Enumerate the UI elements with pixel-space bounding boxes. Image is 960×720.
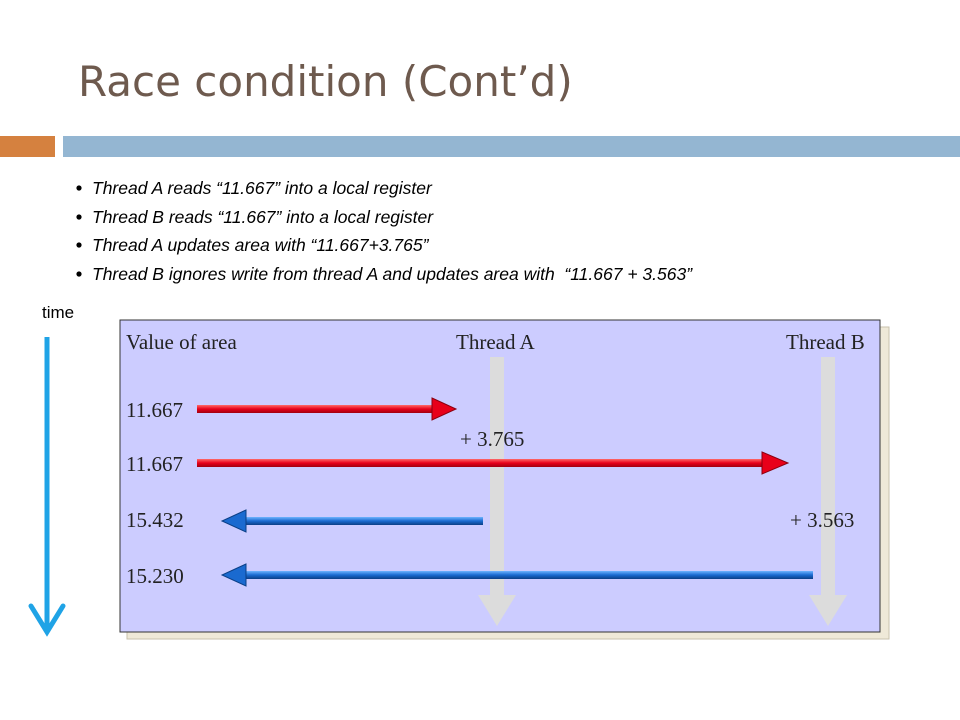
time-label: time (42, 303, 74, 322)
bullet-dot (76, 242, 82, 248)
increment-label: + 3.563 (790, 508, 854, 532)
thread-arrow (478, 357, 516, 626)
bullet-text: Thread A updates area with “11.667+3.765… (92, 235, 430, 255)
time-arrow (28, 337, 66, 637)
read-arrow (197, 397, 458, 421)
area-value: 11.667 (126, 398, 183, 422)
bullet-dot (76, 271, 82, 277)
area-value: 15.230 (126, 564, 184, 588)
read-arrow (197, 451, 790, 475)
bullet-text: Thread B reads “11.667” into a local reg… (92, 207, 434, 227)
bullet-text: Thread A reads “11.667” into a local reg… (92, 178, 433, 198)
header-bar (63, 136, 960, 157)
diagram: Value of area Thread A Thread B 11.667 1… (119, 319, 890, 640)
bullet-list: Thread A reads “11.667” into a local reg… (76, 178, 693, 284)
area-value: 11.667 (126, 452, 183, 476)
area-value: 15.432 (126, 508, 184, 532)
bullet-text: Thread B ignores write from thread A and… (92, 264, 693, 284)
write-arrow (220, 509, 483, 533)
slide-title: Race condition (Cont’d) (78, 57, 573, 106)
increment-label: + 3.765 (460, 427, 524, 451)
bullet-dot (76, 214, 82, 220)
column-header: Value of area (126, 330, 237, 354)
bullet-dot (76, 185, 82, 191)
thread-arrow (809, 357, 847, 626)
column-header: Thread A (456, 330, 536, 354)
column-header: Thread B (786, 330, 865, 354)
accent-bar (0, 136, 55, 157)
write-arrow (220, 563, 813, 587)
